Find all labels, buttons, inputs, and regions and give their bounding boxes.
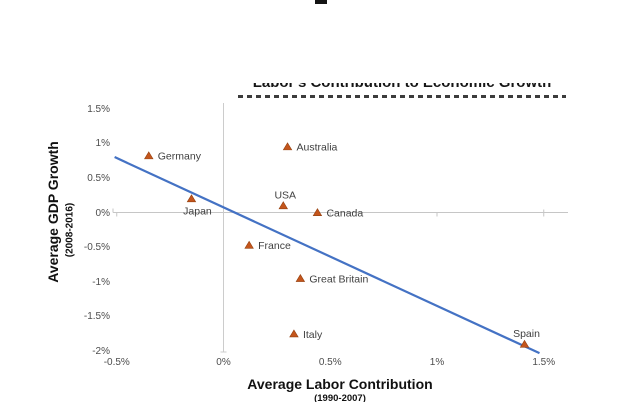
y-tick-label: -0.5%: [83, 242, 110, 254]
data-point-usa: [278, 201, 289, 210]
data-label-great-britain: Great Britain: [309, 273, 368, 285]
x-tick-label: 0.5%: [318, 357, 342, 368]
x-tick-label: -0.5%: [103, 357, 130, 368]
data-label-australia: Australia: [297, 142, 338, 154]
x-tick-label: 0%: [216, 357, 231, 368]
data-point-france: [244, 240, 254, 249]
y-tick-label: -1%: [92, 276, 110, 288]
data-point-canada: [312, 208, 323, 216]
data-point-italy: [289, 329, 299, 338]
data-point-great-britain: [295, 273, 306, 282]
trendline: [114, 156, 540, 355]
data-label-japan: Japan: [183, 206, 212, 218]
chart-title: Labor's Contribution to Economic Growth: [236, 83, 568, 92]
y-tick-label: 1.5%: [87, 103, 110, 115]
x-tick-label: 1.5%: [532, 357, 556, 368]
cropped-text-artifact: [315, 0, 327, 4]
y-tick-label: -1.5%: [83, 311, 110, 323]
data-point-spain: [519, 339, 530, 348]
y-axis-title: Average GDP Growth: [45, 141, 61, 283]
x-axis-title: Average Labor Contribution: [247, 376, 433, 392]
clipped-subtitle-artifact: [238, 95, 566, 98]
data-label-france: France: [258, 240, 291, 252]
chart-title-clipped: Labor's Contribution to Economic Growth: [236, 83, 568, 93]
data-label-spain: Spain: [513, 328, 540, 340]
y-tick-label: 0.5%: [87, 172, 110, 184]
data-point-japan: [186, 194, 197, 203]
x-tick-label: 1%: [429, 357, 445, 368]
y-axis-subtitle: (2008-2016): [64, 202, 76, 258]
data-label-canada: Canada: [326, 208, 363, 220]
data-label-germany: Germany: [158, 151, 202, 163]
y-tick-label: 1%: [95, 138, 110, 150]
data-point-australia: [282, 142, 293, 151]
x-axis-subtitle: (1990-2007): [314, 393, 366, 402]
data-label-usa: USA: [274, 190, 296, 202]
y-tick-label: -2%: [92, 346, 110, 358]
data-label-italy: Italy: [303, 329, 323, 341]
y-tick-label: 0%: [95, 207, 110, 219]
data-point-germany: [144, 151, 154, 160]
